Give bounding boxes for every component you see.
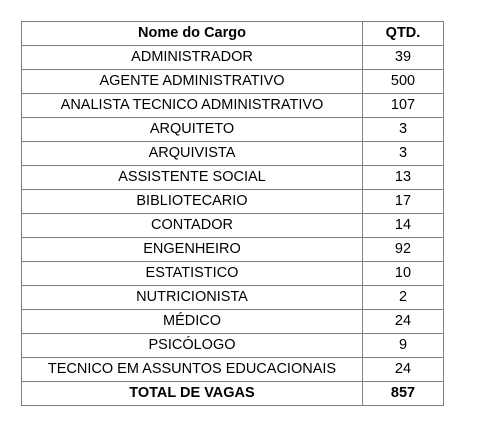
qtd-cell: 92 bbox=[362, 237, 444, 262]
qtd-cell: 24 bbox=[362, 357, 444, 382]
cargo-cell: CONTADOR bbox=[21, 213, 363, 238]
qtd-cell: 3 bbox=[362, 141, 444, 166]
table-row: TECNICO EM ASSUNTOS EDUCACIONAIS 24 bbox=[21, 357, 444, 382]
qtd-cell: 10 bbox=[362, 261, 444, 286]
table-row: ANALISTA TECNICO ADMINISTRATIVO 107 bbox=[21, 93, 444, 118]
table-row: CONTADOR 14 bbox=[21, 213, 444, 238]
total-label: TOTAL DE VAGAS bbox=[21, 381, 363, 406]
qtd-cell: 13 bbox=[362, 165, 444, 190]
cargo-cell: ANALISTA TECNICO ADMINISTRATIVO bbox=[21, 93, 363, 118]
table-row: NUTRICIONISTA 2 bbox=[21, 285, 444, 310]
table-row: ESTATISTICO 10 bbox=[21, 261, 444, 286]
header-cargo: Nome do Cargo bbox=[21, 21, 363, 46]
qtd-cell: 9 bbox=[362, 333, 444, 358]
total-row: TOTAL DE VAGAS 857 bbox=[21, 381, 444, 406]
table-row: ARQUITETO 3 bbox=[21, 117, 444, 142]
table-row: PSICÓLOGO 9 bbox=[21, 333, 444, 358]
table-row: ASSISTENTE SOCIAL 13 bbox=[21, 165, 444, 190]
table-row: MÉDICO 24 bbox=[21, 309, 444, 334]
total-value: 857 bbox=[362, 381, 444, 406]
cargo-cell: ENGENHEIRO bbox=[21, 237, 363, 262]
qtd-cell: 17 bbox=[362, 189, 444, 214]
cargo-cell: TECNICO EM ASSUNTOS EDUCACIONAIS bbox=[21, 357, 363, 382]
cargo-cell: PSICÓLOGO bbox=[21, 333, 363, 358]
cargo-cell: MÉDICO bbox=[21, 309, 363, 334]
cargo-cell: ADMINISTRADOR bbox=[21, 45, 363, 70]
cargo-cell: BIBLIOTECARIO bbox=[21, 189, 363, 214]
qtd-cell: 39 bbox=[362, 45, 444, 70]
cargo-cell: ESTATISTICO bbox=[21, 261, 363, 286]
table-row: AGENTE ADMINISTRATIVO 500 bbox=[21, 69, 444, 94]
vacancies-table: Nome do Cargo QTD. ADMINISTRADOR 39 AGEN… bbox=[21, 21, 444, 406]
qtd-cell: 500 bbox=[362, 69, 444, 94]
cargo-cell: NUTRICIONISTA bbox=[21, 285, 363, 310]
qtd-cell: 24 bbox=[362, 309, 444, 334]
cargo-cell: ARQUITETO bbox=[21, 117, 363, 142]
qtd-cell: 107 bbox=[362, 93, 444, 118]
table-row: ADMINISTRADOR 39 bbox=[21, 45, 444, 70]
cargo-cell: ARQUIVISTA bbox=[21, 141, 363, 166]
cargo-cell: AGENTE ADMINISTRATIVO bbox=[21, 69, 363, 94]
table-row: ENGENHEIRO 92 bbox=[21, 237, 444, 262]
table-row: BIBLIOTECARIO 17 bbox=[21, 189, 444, 214]
qtd-cell: 2 bbox=[362, 285, 444, 310]
cargo-cell: ASSISTENTE SOCIAL bbox=[21, 165, 363, 190]
header-qtd: QTD. bbox=[362, 21, 444, 46]
qtd-cell: 3 bbox=[362, 117, 444, 142]
qtd-cell: 14 bbox=[362, 213, 444, 238]
header-row: Nome do Cargo QTD. bbox=[21, 21, 444, 46]
table-row: ARQUIVISTA 3 bbox=[21, 141, 444, 166]
